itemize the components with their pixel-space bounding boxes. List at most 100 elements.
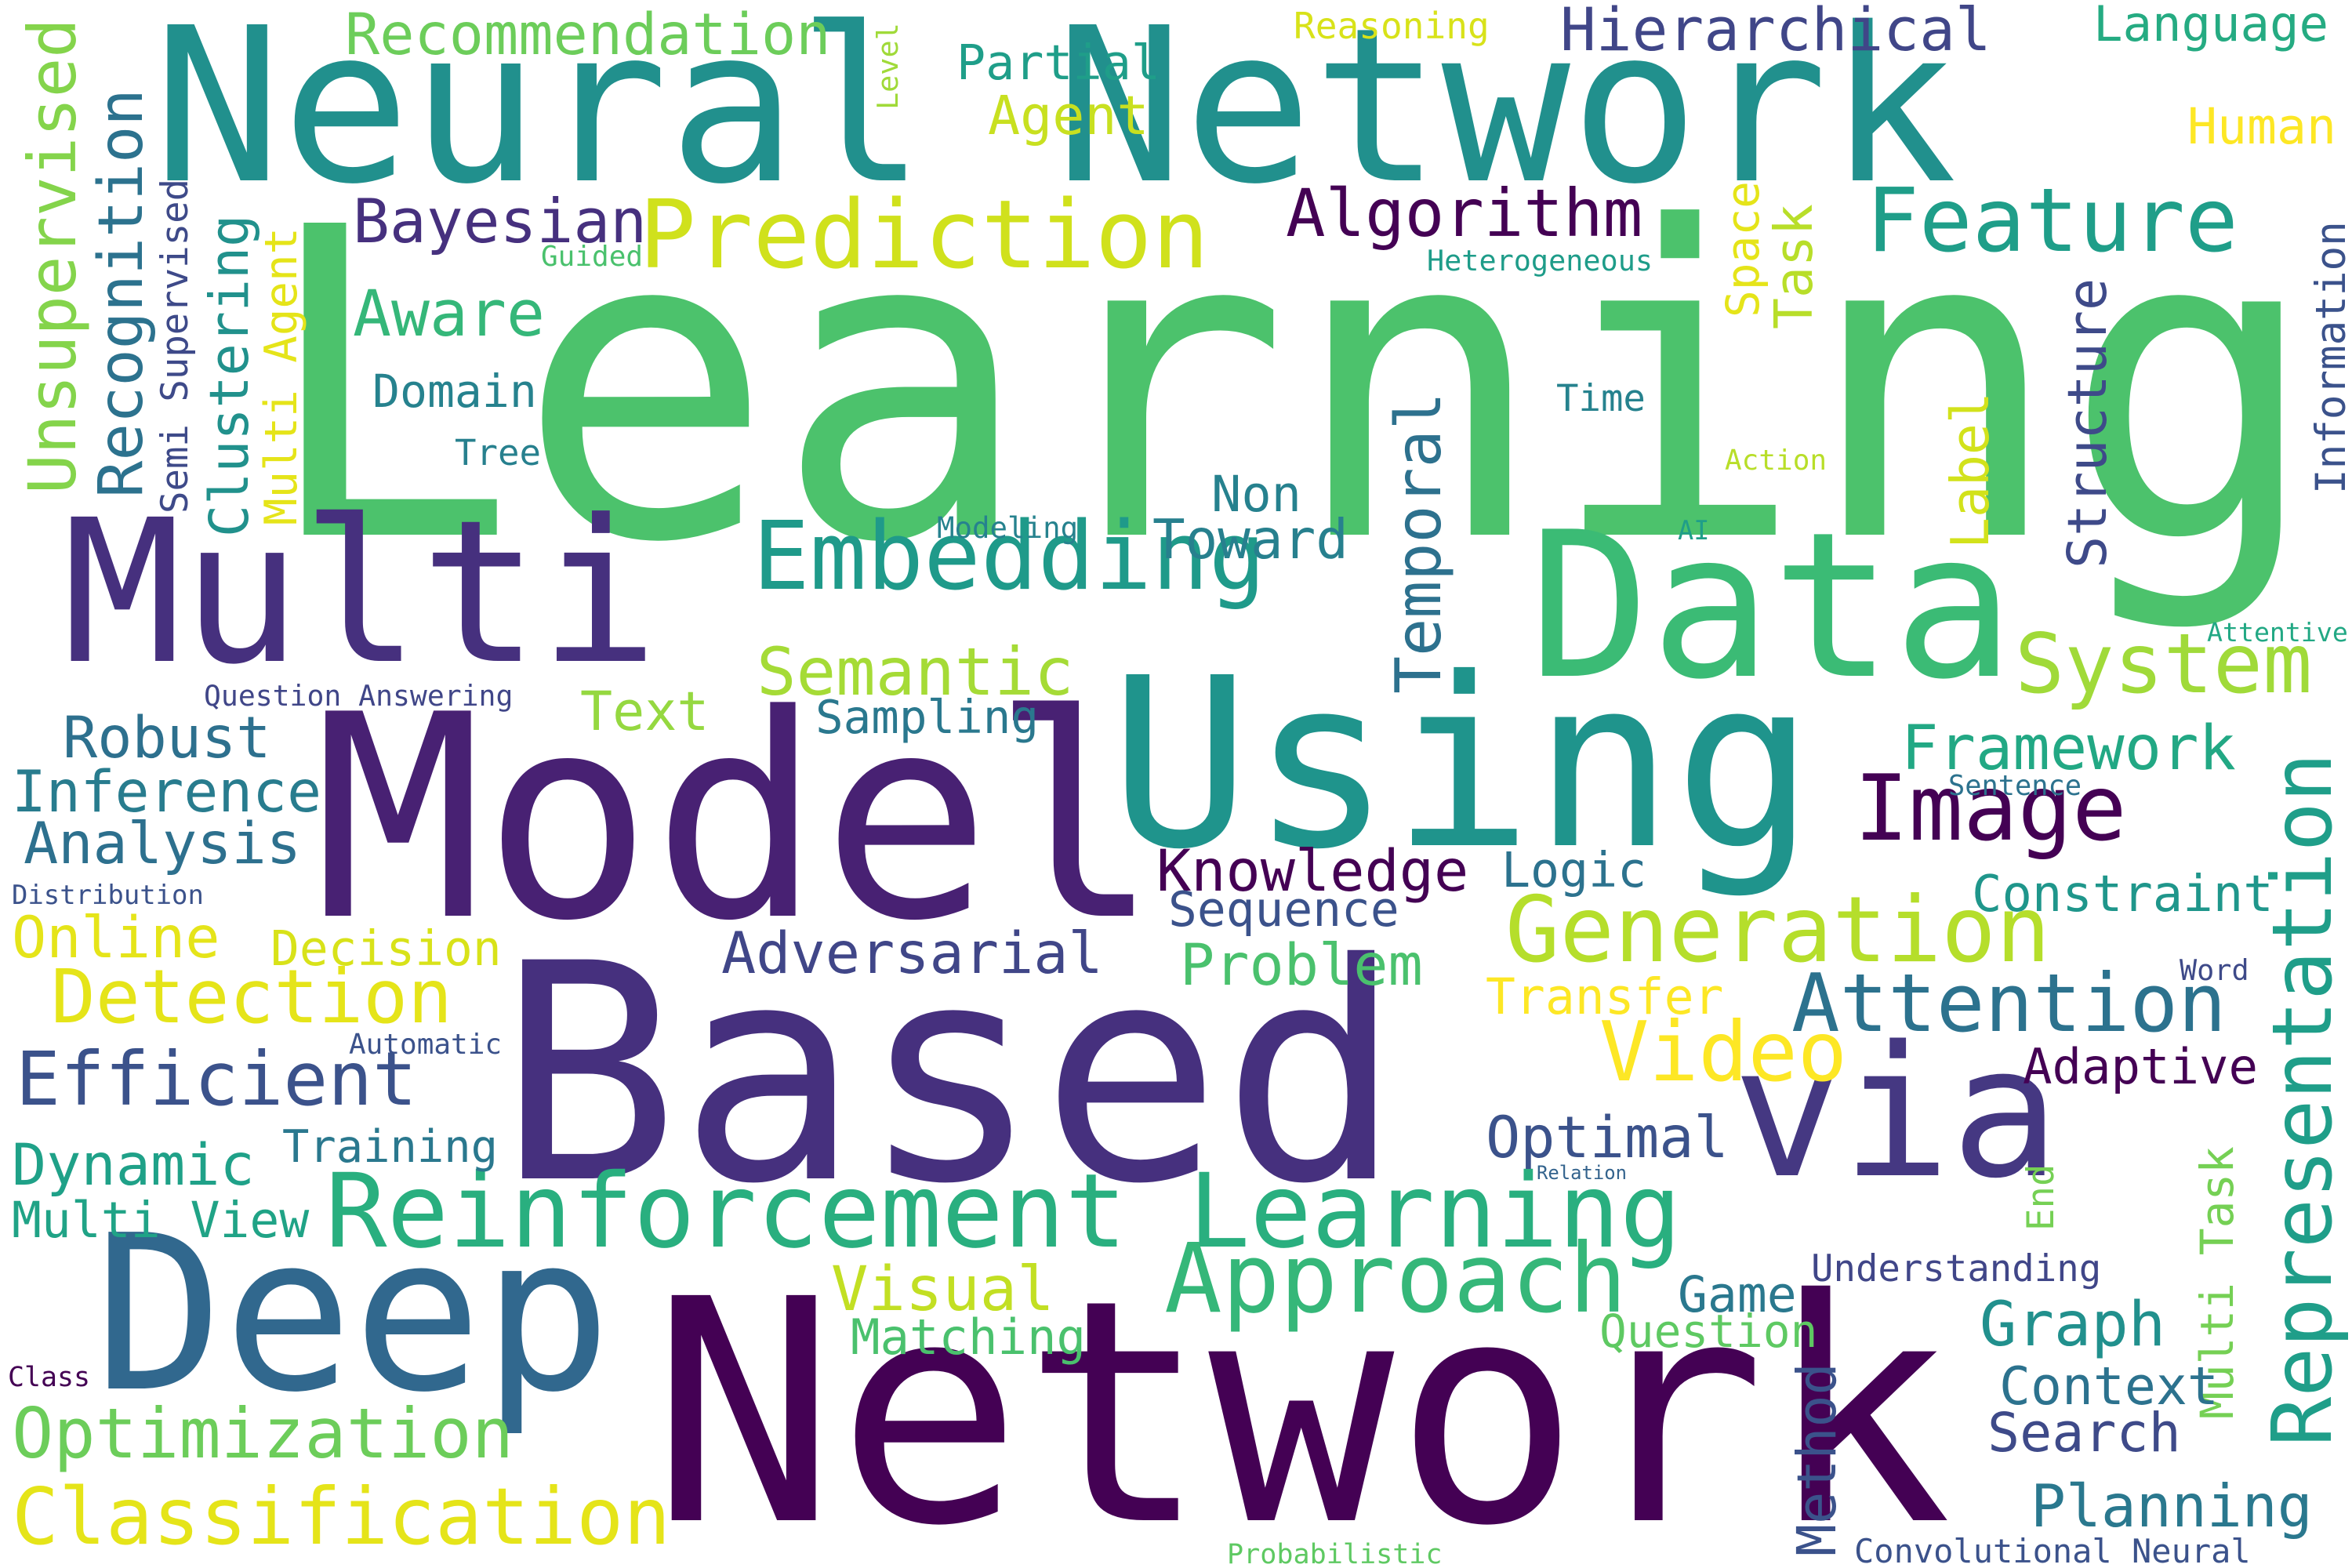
word-semi-supervised: Semi Supervised bbox=[154, 178, 197, 514]
word-heterogeneous: Heterogeneous bbox=[1427, 244, 1653, 278]
word-prediction: Prediction bbox=[639, 180, 1210, 290]
word-deep: Deep bbox=[94, 1189, 612, 1439]
word-language: Language bbox=[2093, 0, 2329, 53]
word-attentive: Attentive bbox=[2207, 617, 2348, 648]
word-analysis: Analysis bbox=[24, 811, 302, 877]
word-toward: Toward bbox=[1152, 509, 1348, 572]
word-recognition: Recognition bbox=[85, 89, 157, 498]
word-game: Game bbox=[1678, 1266, 1797, 1323]
word-structure: Structure bbox=[2057, 278, 2119, 568]
word-adaptive: Adaptive bbox=[2023, 1038, 2259, 1095]
word-convolutional-neural: Convolutional Neural bbox=[1854, 1532, 2251, 1568]
word-system: System bbox=[2015, 616, 2313, 712]
word-guided: Guided bbox=[541, 241, 644, 273]
word-human: Human bbox=[2187, 97, 2336, 155]
word-problem: Problem bbox=[1180, 932, 1423, 999]
word-recommendation: Recommendation bbox=[345, 2, 831, 68]
word-training: Training bbox=[282, 1121, 498, 1173]
word-task: Task bbox=[1763, 204, 1824, 329]
word-network: Network bbox=[651, 1233, 1952, 1568]
word-detection: Detection bbox=[51, 954, 453, 1040]
word-model: Model bbox=[314, 655, 1161, 982]
word-transfer: Transfer bbox=[1486, 968, 1724, 1025]
word-class: Class bbox=[8, 1362, 91, 1393]
word-classification: Classification bbox=[12, 1471, 671, 1563]
word-matching: Matching bbox=[851, 1308, 1087, 1366]
word-knowledge: Knowledge bbox=[1156, 838, 1469, 905]
word-learning: Learning bbox=[259, 137, 2321, 636]
word-representation: Representation bbox=[2255, 752, 2350, 1446]
word-question: Question bbox=[1599, 1305, 1818, 1358]
word-via: via bbox=[1733, 1008, 2060, 1218]
word-space: Space bbox=[1716, 181, 1769, 318]
word-understanding: Understanding bbox=[1811, 1247, 2102, 1290]
word-relation: Relation bbox=[1537, 1162, 1628, 1184]
word-visual: Visual bbox=[831, 1253, 1054, 1325]
word-partial: Partial bbox=[956, 34, 1160, 91]
word-planning: Planning bbox=[2031, 1472, 2313, 1541]
word-based: Based bbox=[498, 900, 1403, 1250]
word-graph: Graph bbox=[1980, 1288, 2166, 1360]
word-search: Search bbox=[1987, 1403, 2181, 1465]
word-probabilistic: Probabilistic bbox=[1227, 1537, 1443, 1568]
word-clustering: Clustering bbox=[199, 214, 261, 537]
word-word: Word bbox=[2180, 953, 2249, 987]
word-sentence: Sentence bbox=[1948, 770, 2082, 802]
word-decision: Decision bbox=[270, 921, 502, 977]
word-using: Using bbox=[1109, 627, 1816, 901]
word-reinforcement-learning: Reinforcement Learning bbox=[325, 1152, 1682, 1271]
word-ai: AI bbox=[1678, 515, 1710, 546]
word-video: Video bbox=[1599, 1004, 1848, 1100]
word-end: End bbox=[2020, 1163, 2063, 1231]
word-data: Data bbox=[1529, 488, 2015, 724]
word-time: Time bbox=[1556, 377, 1646, 420]
word-constraint: Constraint bbox=[1972, 866, 2274, 924]
word-adversarial: Adversarial bbox=[721, 920, 1103, 987]
word-domain: Domain bbox=[372, 365, 537, 418]
word-efficient: Efficient bbox=[16, 1036, 418, 1123]
word-algorithm: Algorithm bbox=[1286, 175, 1643, 252]
word-semantic: Semantic bbox=[757, 633, 1074, 710]
word-feature: Feature bbox=[1866, 169, 2238, 272]
word-generation: Generation bbox=[1505, 878, 2051, 983]
word-multi-view: Multi View bbox=[12, 1192, 310, 1249]
word-automatic: Automatic bbox=[349, 1029, 503, 1061]
word-embedding: Embedding bbox=[753, 502, 1266, 612]
word-robust: Robust bbox=[63, 705, 271, 771]
word-multi: Multi bbox=[63, 477, 659, 708]
word-inference: Inference bbox=[12, 759, 321, 826]
word-question-answering: Question Answering bbox=[204, 679, 514, 713]
word-reasoning: Reasoning bbox=[1294, 5, 1490, 47]
word-logic: Logic bbox=[1501, 842, 1647, 898]
word-optimization: Optimization bbox=[12, 1393, 514, 1474]
word-agent: Agent bbox=[988, 85, 1149, 147]
word-dynamic: Dynamic bbox=[12, 1132, 255, 1199]
word-image: Image bbox=[1854, 757, 2127, 862]
word-tree: Tree bbox=[455, 432, 542, 474]
word-multi-agent: Multi Agent bbox=[255, 227, 307, 525]
word-neural-network: Neural Network bbox=[153, 0, 1958, 231]
word-information: Information bbox=[2307, 221, 2352, 494]
word-aware: Aware bbox=[353, 277, 546, 351]
word-attention: Attention bbox=[1791, 957, 2227, 1051]
word-distribution: Distribution bbox=[12, 880, 204, 910]
word-text: Text bbox=[580, 681, 710, 743]
word-context: Context bbox=[1999, 1356, 2219, 1417]
word-method: Method bbox=[1787, 1363, 1849, 1556]
word-non: Non bbox=[1211, 466, 1302, 524]
word-optimal: Optimal bbox=[1486, 1105, 1729, 1171]
word-unsupervised: Unsupervised bbox=[14, 18, 91, 494]
word-sampling: Sampling bbox=[815, 690, 1040, 744]
word-bayesian: Bayesian bbox=[353, 187, 648, 257]
word-action: Action bbox=[1725, 445, 1828, 477]
word-hierarchical: Hierarchical bbox=[1560, 0, 1991, 64]
word-level: Level bbox=[871, 23, 905, 110]
word-label: Label bbox=[1940, 392, 2001, 549]
word-approach: Approach bbox=[1164, 1222, 1628, 1334]
word-modeling: Modeling bbox=[937, 510, 1079, 545]
word-temporal: Temporal bbox=[1382, 392, 1455, 694]
word-framework: Framework bbox=[1901, 712, 2236, 784]
word-online: Online bbox=[12, 905, 220, 971]
word-sequence: Sequence bbox=[1168, 882, 1399, 938]
